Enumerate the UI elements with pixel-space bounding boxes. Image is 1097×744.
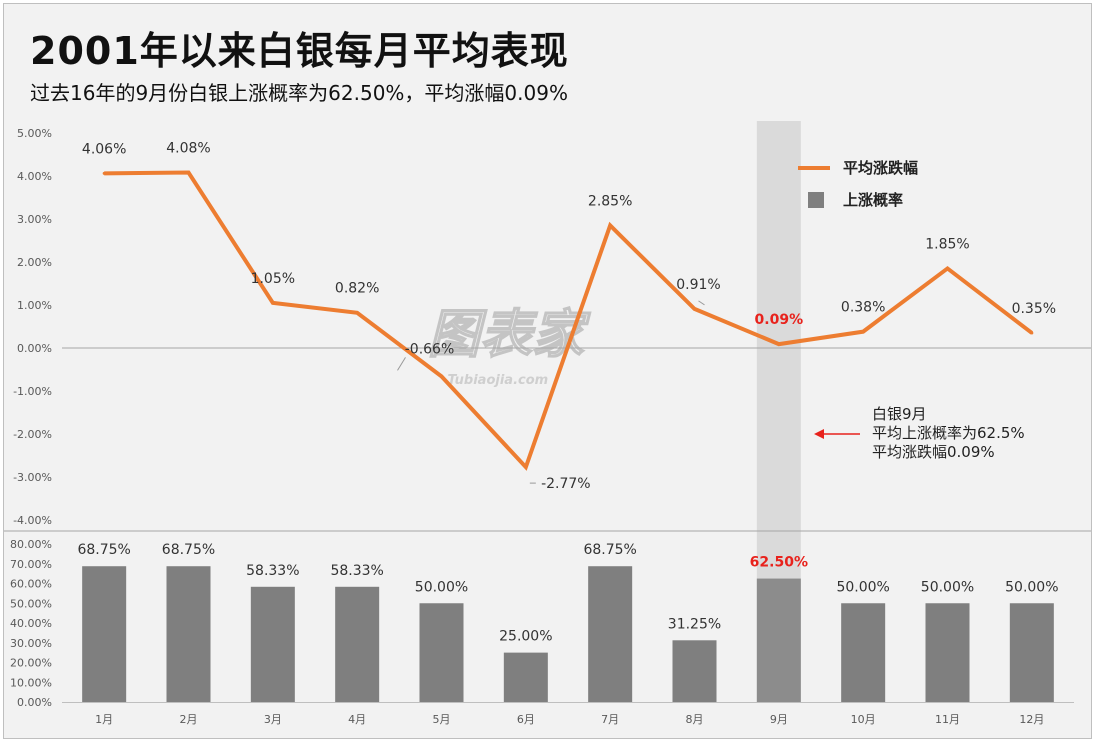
legend-bar-swatch xyxy=(808,192,824,208)
x-tick-label: 6月 xyxy=(517,713,535,726)
line-y-tick: -4.00% xyxy=(13,514,52,527)
line-point-11 xyxy=(946,266,949,270)
bar-label: 50.00% xyxy=(921,579,974,595)
line-label: 0.91% xyxy=(676,277,720,293)
x-tick-label: 10月 xyxy=(851,713,876,726)
bar-label: 68.75% xyxy=(77,542,130,558)
legend-bar-label: 上涨概率 xyxy=(843,191,903,209)
chart-subtitle: 过去16年的9月份白银上涨概率为62.50%，平均涨幅0.09% xyxy=(30,81,568,105)
line-y-tick: 3.00% xyxy=(17,213,52,226)
bar-5 xyxy=(419,603,464,702)
line-point-12 xyxy=(1030,331,1034,335)
line-label: 0.35% xyxy=(1012,301,1056,317)
line-label: 4.08% xyxy=(166,141,210,157)
line-label: 4.06% xyxy=(82,141,126,157)
bar-y-tick: 10.00% xyxy=(10,676,52,689)
bar-label: 25.00% xyxy=(499,629,552,645)
line-series xyxy=(104,170,1034,471)
x-tick-label: 4月 xyxy=(348,713,366,726)
bar-y-tick: 80.00% xyxy=(10,538,52,551)
line-label: 0.38% xyxy=(841,300,885,316)
bar-label: 68.75% xyxy=(162,542,215,558)
line-label: 2.85% xyxy=(588,193,632,209)
annotation-line: 白银9月 xyxy=(872,405,927,423)
x-tick-label: 9月 xyxy=(770,713,788,726)
bar-label: 50.00% xyxy=(836,579,889,595)
line-point-1 xyxy=(102,171,106,175)
x-tick-label: 12月 xyxy=(1019,713,1044,726)
x-tick-label: 5月 xyxy=(433,713,451,726)
line-y-tick: 1.00% xyxy=(17,299,52,312)
bar-8 xyxy=(672,640,717,702)
bar-y-tick: 60.00% xyxy=(10,578,52,591)
line-point-6 xyxy=(524,465,528,469)
line-label: -0.66% xyxy=(405,341,455,357)
x-tick-label: 8月 xyxy=(686,713,704,726)
line-y-tick: 2.00% xyxy=(17,256,52,269)
bar-y-tick: 40.00% xyxy=(10,617,52,630)
line-y-tick: 5.00% xyxy=(17,127,52,140)
bar-label: 68.75% xyxy=(583,542,636,558)
bar-y-tick: 50.00% xyxy=(10,597,52,610)
annotation-line: 平均上涨概率为62.5% xyxy=(872,424,1025,442)
line-point-9 xyxy=(777,342,781,346)
bar-label: 50.00% xyxy=(415,579,468,595)
bar-11 xyxy=(925,603,970,702)
line-point-4 xyxy=(355,311,359,315)
watermark-subtext: Tubiaojia.com xyxy=(447,373,548,388)
line-y-tick: -3.00% xyxy=(13,471,52,484)
bar-9 xyxy=(756,578,801,702)
bar-label: 58.33% xyxy=(330,563,383,579)
bar-y-tick: 20.00% xyxy=(10,657,52,670)
bar-3 xyxy=(250,586,295,702)
line-point-3 xyxy=(271,301,275,305)
line-label: 0.82% xyxy=(335,281,379,297)
line-label: 1.85% xyxy=(925,236,969,252)
x-tick-label: 2月 xyxy=(180,713,198,726)
bar-y-tick: 0.00% xyxy=(17,696,52,709)
bar-12 xyxy=(1009,603,1054,702)
x-tick-label: 1月 xyxy=(95,713,113,726)
line-label: 0.09% xyxy=(755,312,804,328)
line-y-tick: 0.00% xyxy=(17,342,52,355)
bar-1 xyxy=(82,566,127,702)
line-point-2 xyxy=(187,171,190,175)
annotation-arrow-head xyxy=(814,429,824,439)
bar-label: 31.25% xyxy=(668,616,721,632)
line-y-tick: -2.00% xyxy=(13,428,52,441)
leader-line xyxy=(397,357,406,371)
leader-line xyxy=(698,300,705,306)
line-y-tick: 4.00% xyxy=(17,170,52,183)
legend-line-label: 平均涨跌幅 xyxy=(843,159,918,177)
bar-label: 62.50% xyxy=(750,555,808,571)
line-y-tick: -1.00% xyxy=(13,385,52,398)
bar-4 xyxy=(335,586,380,702)
bar-10 xyxy=(841,603,886,702)
line-point-8 xyxy=(693,307,696,311)
line-point-5 xyxy=(440,374,443,378)
bar-label: 50.00% xyxy=(1005,579,1058,595)
x-tick-label: 7月 xyxy=(601,713,619,726)
annotation-line: 平均涨跌幅0.09% xyxy=(872,443,995,461)
bar-label: 58.33% xyxy=(246,563,299,579)
x-tick-label: 11月 xyxy=(935,713,960,726)
bar-y-tick: 30.00% xyxy=(10,637,52,650)
line-label: -2.77% xyxy=(541,476,591,492)
bar-2 xyxy=(166,566,211,702)
x-tick-label: 3月 xyxy=(264,713,282,726)
line-label: 1.05% xyxy=(251,271,295,287)
line-point-7 xyxy=(608,223,612,227)
line-point-10 xyxy=(861,330,865,334)
chart-title: 2001年以来白银每月平均表现 xyxy=(30,29,569,73)
bar-y-tick: 70.00% xyxy=(10,558,52,571)
bar-7 xyxy=(588,566,633,702)
bar-6 xyxy=(503,652,548,702)
